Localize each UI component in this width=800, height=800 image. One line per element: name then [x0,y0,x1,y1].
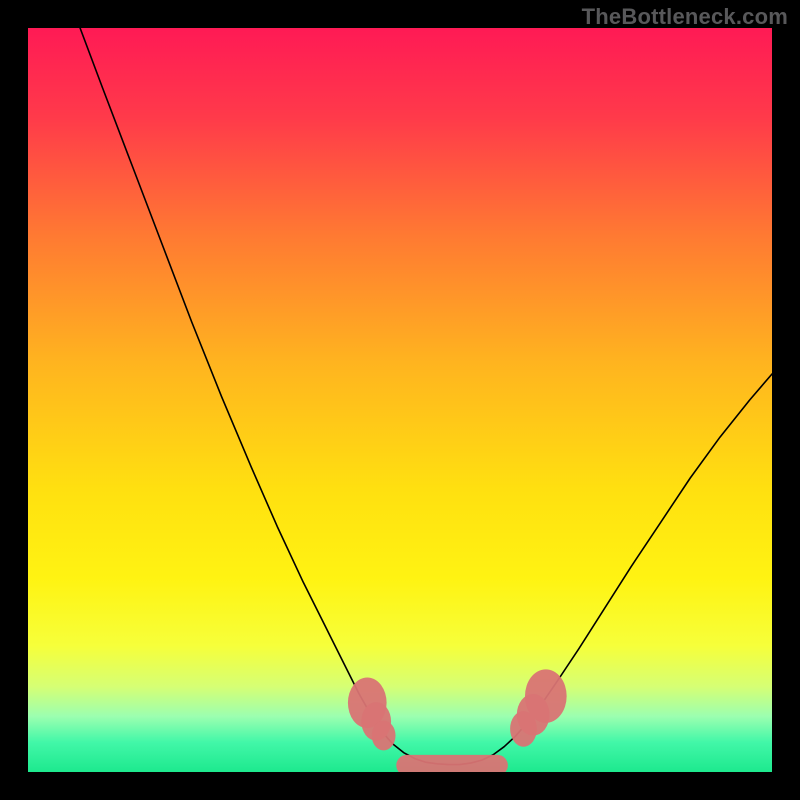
gradient-background [28,28,772,772]
plot-area [28,28,772,772]
curve-lump-left [372,721,396,751]
valley-band [396,755,508,772]
chart-frame: TheBottleneck.com [0,0,800,800]
watermark-text: TheBottleneck.com [582,4,788,30]
bottleneck-curve-chart [28,28,772,772]
curve-lump-right [525,669,567,723]
